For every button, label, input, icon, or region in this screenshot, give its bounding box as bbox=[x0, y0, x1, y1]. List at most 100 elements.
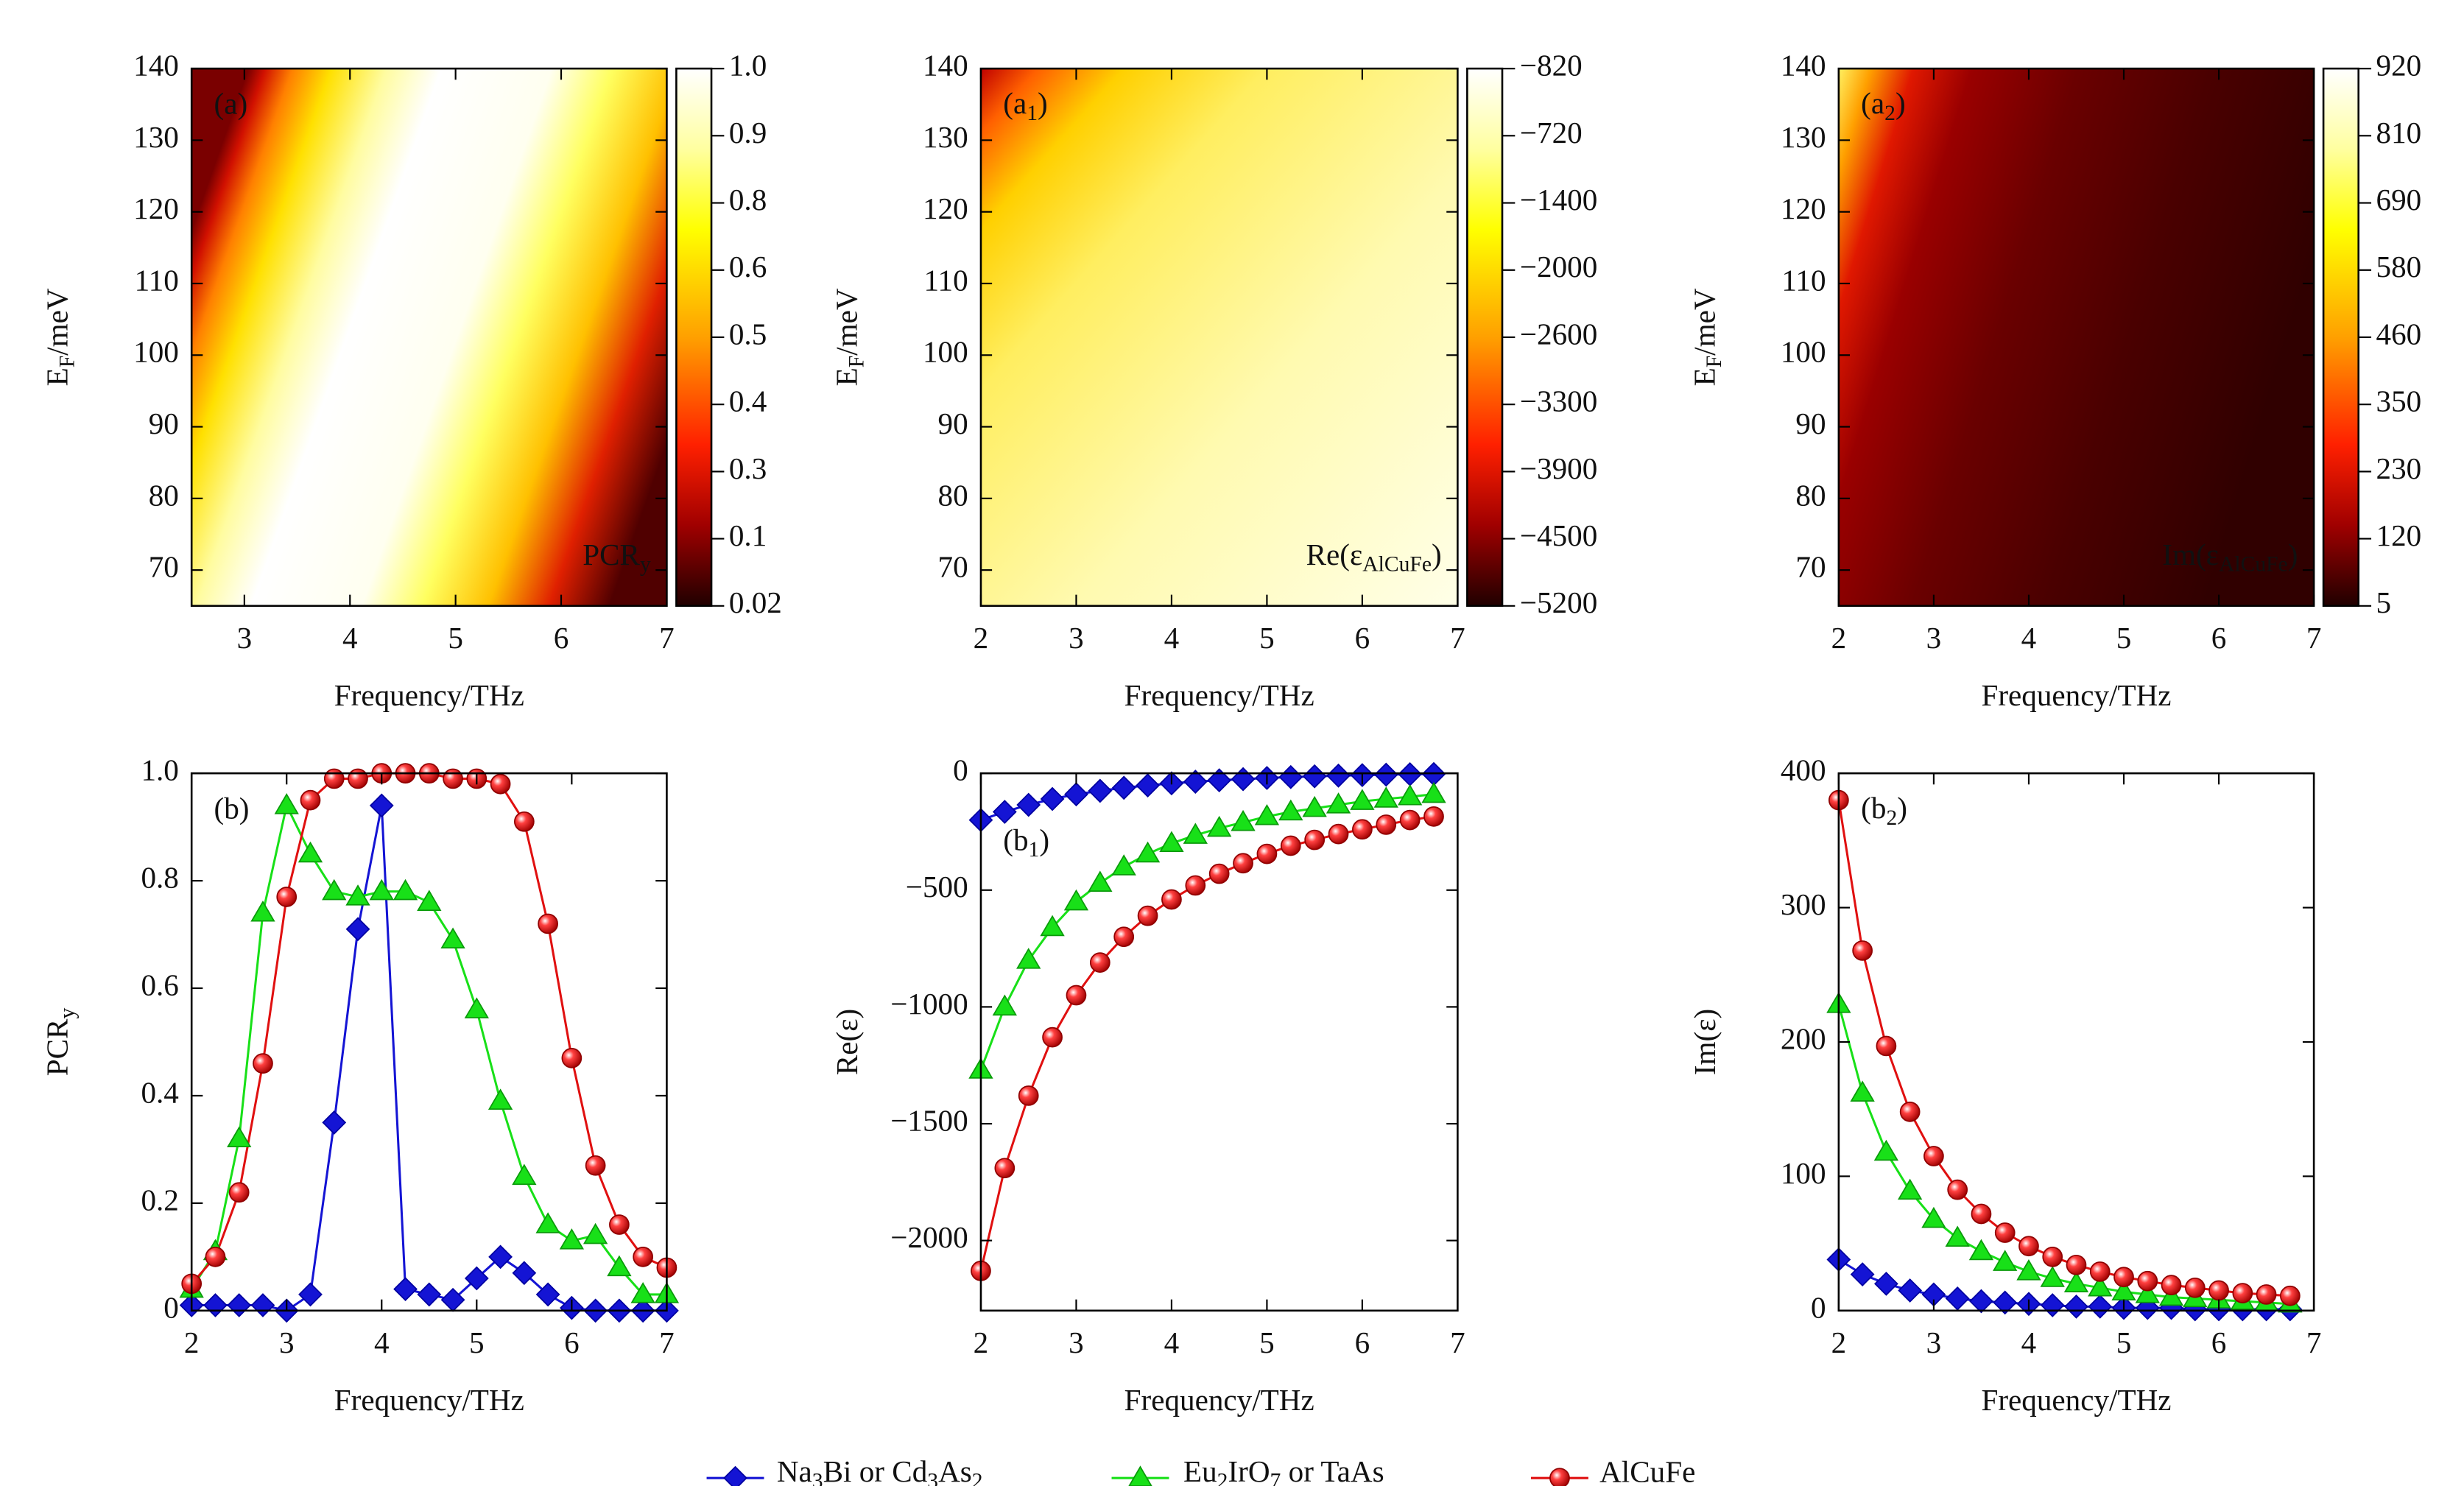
panel-label: (b) bbox=[214, 792, 249, 826]
marker bbox=[1278, 764, 1303, 789]
plot-frame bbox=[190, 772, 668, 1312]
marker bbox=[538, 913, 558, 934]
marker bbox=[1183, 823, 1208, 844]
panel-label-part: ) bbox=[1038, 87, 1048, 122]
y-axis-label-part: /meV bbox=[1688, 288, 1722, 356]
x-tick-label: 3 bbox=[1069, 621, 1084, 655]
marker bbox=[1111, 854, 1136, 876]
x-tick-label: 7 bbox=[2306, 1325, 2322, 1359]
colorbar bbox=[675, 67, 713, 608]
annotation-part: y bbox=[640, 552, 651, 576]
marker bbox=[1088, 778, 1113, 803]
panel-label-part: 1 bbox=[1027, 102, 1038, 125]
colorbar-label: 460 bbox=[2376, 317, 2422, 351]
marker bbox=[1304, 829, 1326, 851]
panel-label-part: ) bbox=[1895, 87, 1906, 122]
marker bbox=[535, 1212, 560, 1233]
marker bbox=[1185, 875, 1206, 896]
marker bbox=[1111, 775, 1136, 800]
y-tick-label: −2000 bbox=[890, 1220, 968, 1254]
x-tick-label: 3 bbox=[1926, 621, 1942, 655]
series-line bbox=[190, 802, 667, 1296]
x-tick-label: 5 bbox=[469, 1325, 485, 1359]
annotation-part: Im(ε bbox=[2162, 538, 2219, 572]
x-tick-label: 6 bbox=[554, 621, 569, 655]
colorbar-label: 120 bbox=[2376, 518, 2422, 552]
marker bbox=[1042, 1027, 1063, 1048]
x-tick-label: 2 bbox=[1831, 1325, 1847, 1359]
y-tick-label: 100 bbox=[1781, 335, 1826, 369]
colorbar bbox=[2322, 67, 2360, 608]
x-tick-label: 6 bbox=[2211, 1325, 2227, 1359]
legend-label-part: 3 bbox=[927, 1469, 938, 1486]
y-tick-label: 140 bbox=[923, 49, 968, 82]
x-tick-label: 6 bbox=[2211, 621, 2227, 655]
y-tick-label: 80 bbox=[938, 478, 968, 512]
marker bbox=[276, 887, 298, 907]
x-axis-label: Frequency/THz bbox=[1981, 678, 2171, 712]
x-tick-label: 2 bbox=[974, 1325, 989, 1359]
y-tick-label: 130 bbox=[923, 120, 968, 154]
marker bbox=[2279, 1285, 2301, 1306]
y-axis-label-part: E bbox=[830, 367, 864, 386]
marker bbox=[488, 1244, 513, 1270]
y-axis-label: Im(ε) bbox=[1688, 1009, 1722, 1075]
marker bbox=[1399, 809, 1421, 831]
legend-label-part: IrO bbox=[1228, 1454, 1270, 1486]
marker bbox=[1063, 889, 1089, 911]
marker bbox=[2161, 1275, 2182, 1296]
marker bbox=[1993, 1290, 2018, 1315]
annotation-part: AlCuFe bbox=[1362, 552, 1432, 576]
y-axis-label-part: F bbox=[55, 356, 79, 367]
legend-label-part: 7 bbox=[1270, 1469, 1281, 1486]
panel-label: (a2) bbox=[1861, 87, 1905, 125]
y-tick-label: 110 bbox=[135, 263, 179, 297]
y-tick-label: −1500 bbox=[890, 1103, 968, 1137]
x-tick-label: 6 bbox=[1355, 621, 1370, 655]
marker bbox=[443, 768, 463, 789]
legend-marker bbox=[723, 1465, 747, 1486]
marker bbox=[1278, 799, 1303, 821]
colorbar-label: −3300 bbox=[1520, 384, 1597, 418]
marker bbox=[1945, 1286, 1970, 1311]
panel-label: (b2) bbox=[1861, 792, 1907, 830]
marker bbox=[250, 1293, 275, 1317]
plot-frame bbox=[1837, 67, 2315, 608]
marker bbox=[1921, 1206, 1946, 1228]
marker bbox=[2137, 1270, 2158, 1292]
y-tick-label: 0.2 bbox=[141, 1183, 178, 1216]
y-tick-label: 70 bbox=[1795, 550, 1826, 584]
series-line bbox=[1837, 800, 2290, 1297]
marker bbox=[2088, 1294, 2113, 1319]
annotation-part: PCR bbox=[582, 538, 640, 571]
marker bbox=[994, 1158, 1015, 1179]
marker bbox=[1971, 1203, 1992, 1225]
y-tick-label: 0 bbox=[1811, 1290, 1826, 1324]
marker bbox=[2040, 1266, 2065, 1287]
marker bbox=[512, 1261, 537, 1286]
x-axis-label: Frequency/THz bbox=[1981, 1383, 2171, 1417]
marker bbox=[440, 927, 465, 949]
y-tick-label: 130 bbox=[133, 120, 179, 154]
marker bbox=[992, 994, 1018, 1016]
x-tick-label: 4 bbox=[2021, 1325, 2037, 1359]
panel-label: (a) bbox=[214, 87, 247, 122]
marker bbox=[2089, 1261, 2111, 1282]
marker bbox=[1850, 1262, 1875, 1286]
colorbar-label: −3900 bbox=[1520, 451, 1597, 485]
y-tick-label: −1000 bbox=[890, 987, 968, 1021]
legend-label-part: Bi or Cd bbox=[823, 1454, 928, 1486]
marker bbox=[1326, 763, 1351, 788]
marker bbox=[1016, 948, 1041, 969]
marker bbox=[1018, 1085, 1039, 1106]
marker bbox=[1969, 1289, 1993, 1314]
x-tick-label: 7 bbox=[2306, 621, 2322, 655]
x-tick-label: 5 bbox=[2116, 621, 2132, 655]
panel-label-part: 2 bbox=[1884, 102, 1895, 125]
x-tick-label: 5 bbox=[448, 621, 463, 655]
x-tick-label: 5 bbox=[2116, 1325, 2132, 1359]
marker bbox=[2113, 1267, 2134, 1288]
colorbar-label: −820 bbox=[1520, 49, 1583, 82]
x-tick-label: 7 bbox=[659, 621, 675, 655]
marker bbox=[322, 878, 347, 901]
